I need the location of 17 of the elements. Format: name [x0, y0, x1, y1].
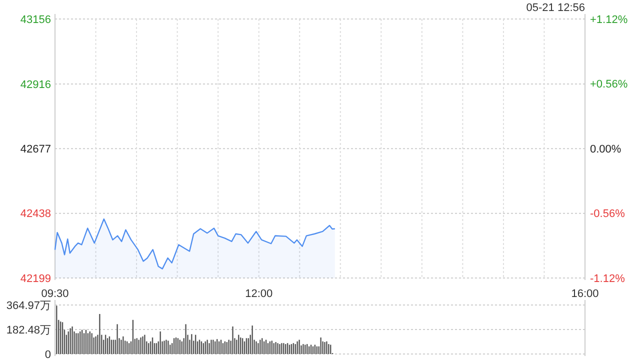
y-tick-label: 42916 — [20, 78, 51, 91]
y-tick-label: 42199 — [20, 272, 51, 285]
y2-tick-label: +1.12% — [590, 14, 628, 26]
y-tick-label: 42438 — [20, 208, 51, 220]
y2-tick-label: -1.12% — [590, 272, 626, 285]
text: 05-21 12:56 — [526, 2, 585, 14]
y-tick-label: 42677 — [20, 143, 51, 156]
y-tick-label: 43156 — [20, 14, 51, 26]
y-tick-label: 182.48万 — [6, 324, 51, 336]
y2-tick-label: -0.56% — [590, 208, 626, 220]
x-tick-label: 16:00 — [571, 288, 599, 300]
y-tick-label: 364.97万 — [6, 300, 51, 312]
y2-tick-label: 0.00% — [590, 143, 622, 156]
y-tick-label: 0 — [44, 348, 51, 360]
y2-tick-label: +0.56% — [590, 78, 628, 91]
x-tick-label: 09:30 — [41, 288, 69, 300]
x-tick-label: 12:00 — [245, 288, 273, 300]
